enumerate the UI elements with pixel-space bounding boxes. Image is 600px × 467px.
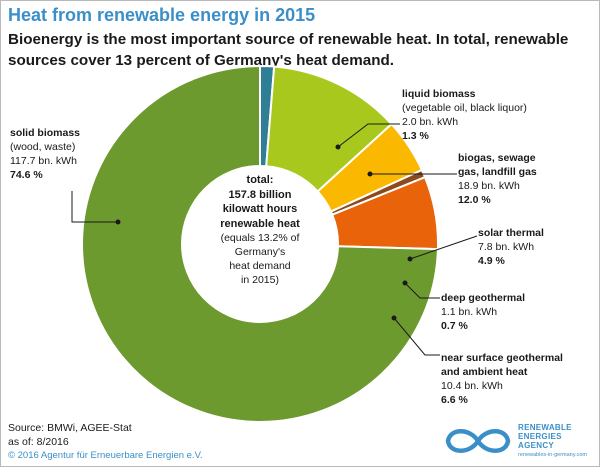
leader-solid-biomass-dot xyxy=(115,219,121,225)
label-solar-value: 7.8 bn. kWh xyxy=(478,241,535,253)
asof-text: as of: 8/2016 xyxy=(8,436,69,448)
label-biogas-name-1: biogas, sewage xyxy=(458,152,536,164)
label-liquid-value: 2.0 bn. kWh xyxy=(402,116,459,128)
label-liquid-name: liquid biomass xyxy=(402,88,476,100)
total-line-1: total: xyxy=(246,174,274,186)
label-deep-percent: 0.7 % xyxy=(441,320,468,332)
label-biogas-percent: 12.0 % xyxy=(458,194,491,206)
label-near-surface-geothermal: near surface geothermal and ambient heat… xyxy=(441,351,563,407)
leader-liquid-biomass xyxy=(337,123,400,148)
leader-solar-thermal xyxy=(409,235,478,260)
total-line-3: kilowatt hours xyxy=(222,203,298,215)
label-biogas-name-2: gas, landfill gas xyxy=(458,166,537,178)
label-solid-percent: 74.6 % xyxy=(10,169,43,181)
chart-subtitle: Bioenergy is the most important source o… xyxy=(8,31,569,69)
leader-near-surface-geothermal-dot xyxy=(391,315,397,321)
label-biogas: biogas, sewage gas, landfill gas 18.9 bn… xyxy=(458,151,537,207)
leader-solar-thermal-dot xyxy=(407,256,413,262)
total-line-4: renewable heat xyxy=(220,217,300,230)
source-note: Source: BMWi, AGEE-Stat as of: 8/2016 xyxy=(8,421,132,449)
label-deep-name: deep geothermal xyxy=(441,292,526,304)
slice-solid-biomass xyxy=(81,64,439,423)
copyright: © 2016 Agentur für Erneuerbare Energien … xyxy=(8,450,203,461)
leader-deep-geothermal xyxy=(404,282,440,299)
label-solar-percent: 4.9 % xyxy=(478,255,505,267)
total-note-3: heat demand xyxy=(229,260,291,272)
logo-line-2: ENERGIES xyxy=(518,432,562,441)
label-solar-name: solar thermal xyxy=(478,227,544,239)
label-liquid-biomass: liquid biomass (vegetable oil, black liq… xyxy=(402,87,527,143)
logo-url: renewables-in-germany.com xyxy=(518,452,587,458)
center-total: total: 157.8 billion kilowatt hours rene… xyxy=(200,173,320,287)
leader-biogas-dot xyxy=(367,171,373,177)
label-near-name-1: near surface geothermal xyxy=(441,352,563,364)
leader-near-surface-geothermal xyxy=(393,317,440,356)
label-deep-value: 1.1 bn. kWh xyxy=(441,306,498,318)
renewable-energies-agency-logo xyxy=(445,429,511,453)
leader-liquid-biomass-dot xyxy=(335,144,341,150)
total-note-4: in 2015) xyxy=(241,274,279,286)
slice-biogas xyxy=(265,65,393,193)
label-near-value: 10.4 bn. kWh xyxy=(441,380,503,392)
leader-deep-geothermal-dot xyxy=(402,280,408,286)
logo-line-1: RENEWABLE xyxy=(518,423,572,432)
total-note-1: (equals 13.2% of xyxy=(220,232,300,244)
logo-wordmark: RENEWABLE ENERGIES AGENCY xyxy=(518,423,572,450)
label-deep-geothermal: deep geothermal 1.1 bn. kWh 0.7 % xyxy=(441,291,525,333)
label-solid-name: solid biomass xyxy=(10,127,81,139)
infinity-icon xyxy=(445,429,511,453)
label-near-percent: 6.6 % xyxy=(441,394,468,406)
label-solid-detail: (wood, waste) xyxy=(10,141,76,153)
source-text: Source: BMWi, AGEE-Stat xyxy=(8,422,132,434)
leader-solid-biomass xyxy=(71,191,118,223)
label-solid-biomass: solid biomass (wood, waste) 117.7 bn. kW… xyxy=(10,126,80,182)
chart-title: Heat from renewable energy in 2015 xyxy=(8,5,316,25)
label-liquid-detail: (vegetable oil, black liquor) xyxy=(402,102,527,114)
label-near-name-2: and ambient heat xyxy=(441,366,528,378)
label-liquid-percent: 1.3 % xyxy=(402,130,429,142)
label-solid-value: 117.7 bn. kWh xyxy=(10,155,77,167)
label-biogas-value: 18.9 bn. kWh xyxy=(458,180,520,192)
total-note-2: Germany's xyxy=(234,246,286,258)
total-line-2: 157.8 billion xyxy=(228,188,292,201)
label-solar-thermal: solar thermal 7.8 bn. kWh 4.9 % xyxy=(478,226,544,268)
logo-line-3: AGENCY xyxy=(518,441,555,450)
